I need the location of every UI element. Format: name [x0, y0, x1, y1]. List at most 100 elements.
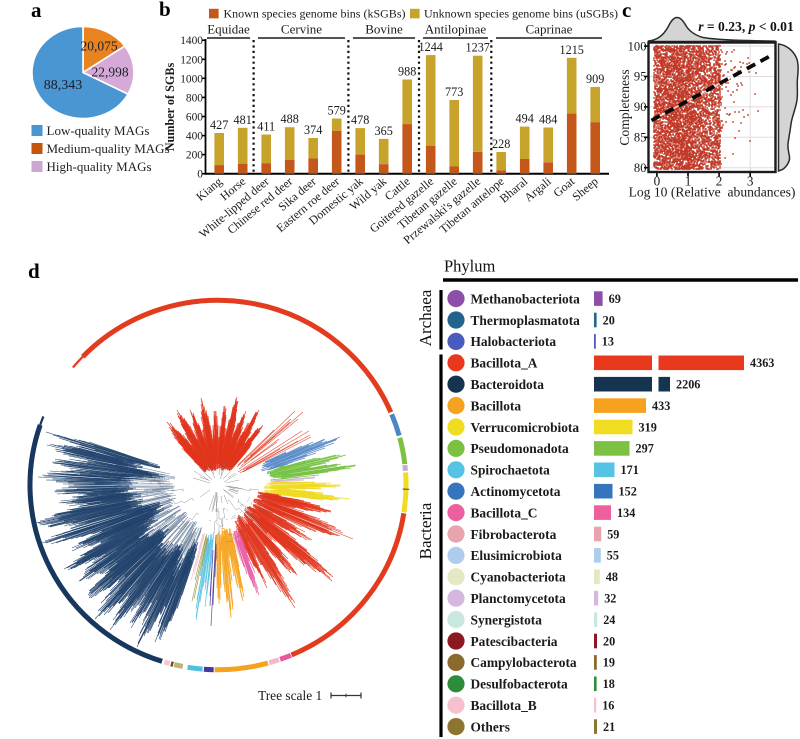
svg-text:Log 10 (Relative abundances): Log 10 (Relative abundances) [629, 185, 796, 201]
svg-text:Phylum: Phylum [444, 257, 496, 276]
svg-text:Antilopinae: Antilopinae [425, 22, 487, 37]
svg-text:800: 800 [186, 92, 203, 104]
svg-text:228: 228 [492, 137, 510, 151]
svg-text:3: 3 [747, 174, 754, 189]
svg-text:r = 0.23, p < 0.01: r = 0.23, p < 0.01 [698, 19, 794, 34]
svg-text:427: 427 [210, 118, 228, 132]
svg-text:32: 32 [604, 592, 616, 606]
svg-text:b: b [159, 0, 171, 21]
svg-text:2: 2 [716, 174, 723, 189]
svg-text:171: 171 [621, 463, 639, 477]
svg-text:478: 478 [351, 113, 369, 127]
svg-text:Spirochaetota: Spirochaetota [471, 463, 551, 478]
svg-text:1400: 1400 [180, 35, 203, 47]
svg-text:Patescibacteria: Patescibacteria [471, 634, 558, 649]
svg-text:20,075: 20,075 [80, 39, 117, 54]
svg-text:13: 13 [602, 335, 614, 349]
svg-text:100: 100 [628, 39, 647, 53]
svg-text:Verrucomicrobiota: Verrucomicrobiota [471, 420, 580, 435]
svg-text:Bacillota_A: Bacillota_A [471, 356, 538, 371]
svg-text:24: 24 [603, 613, 615, 627]
svg-text:Thermoplasmatota: Thermoplasmatota [471, 313, 581, 328]
svg-text:Bacillota: Bacillota [471, 398, 522, 413]
svg-text:Halobacteriota: Halobacteriota [471, 334, 557, 349]
svg-text:Fibrobacterota: Fibrobacterota [471, 527, 557, 542]
svg-text:95: 95 [634, 70, 647, 84]
svg-text:200: 200 [186, 150, 203, 162]
svg-text:297: 297 [636, 442, 654, 456]
svg-text:374: 374 [304, 123, 322, 137]
svg-text:600: 600 [186, 112, 203, 124]
svg-text:Known species genome bins (kSG: Known species genome bins (kSGBs) [224, 6, 406, 20]
svg-text:Elusimicrobiota: Elusimicrobiota [471, 548, 563, 563]
svg-text:Actinomycetota: Actinomycetota [471, 484, 561, 499]
svg-text:488: 488 [281, 112, 299, 126]
svg-text:0: 0 [197, 169, 203, 181]
svg-text:Tree scale 1: Tree scale 1 [258, 688, 322, 703]
svg-text:48: 48 [606, 570, 618, 584]
svg-text:Bacillota_C: Bacillota_C [471, 505, 538, 520]
svg-text:85: 85 [634, 131, 647, 145]
svg-text:433: 433 [652, 399, 670, 413]
svg-text:20: 20 [603, 313, 615, 327]
svg-text:411: 411 [257, 120, 275, 134]
svg-text:69: 69 [609, 292, 621, 306]
svg-text:Planctomycetota: Planctomycetota [471, 591, 566, 606]
svg-text:22,998: 22,998 [91, 65, 128, 80]
svg-text:Caprinae: Caprinae [526, 22, 573, 37]
svg-text:55: 55 [607, 549, 619, 563]
svg-text:19: 19 [603, 656, 615, 670]
svg-text:Cyanobacteriota: Cyanobacteriota [471, 570, 567, 585]
svg-text:16: 16 [602, 699, 614, 713]
svg-text:Bovine: Bovine [365, 22, 403, 37]
svg-text:c: c [622, 0, 631, 22]
svg-text:High-quality MAGs: High-quality MAGs [47, 159, 152, 174]
svg-text:1215: 1215 [560, 43, 584, 57]
svg-text:Desulfobacterota: Desulfobacterota [471, 677, 568, 692]
svg-text:1200: 1200 [180, 54, 203, 66]
svg-text:0: 0 [654, 174, 661, 189]
svg-text:773: 773 [445, 85, 463, 99]
svg-text:152: 152 [619, 485, 637, 499]
svg-text:319: 319 [639, 420, 657, 434]
svg-text:Synergistota: Synergistota [471, 612, 543, 627]
svg-text:Bacillota_B: Bacillota_B [471, 698, 537, 713]
svg-text:Low-quality MAGs: Low-quality MAGs [47, 123, 150, 138]
svg-text:a: a [31, 0, 42, 22]
svg-text:90: 90 [634, 100, 647, 114]
svg-text:400: 400 [186, 131, 203, 143]
svg-text:Unknown species genome bins (u: Unknown species genome bins (uSGBs) [424, 6, 618, 20]
svg-text:21: 21 [603, 720, 615, 734]
svg-text:Campylobacterota: Campylobacterota [471, 655, 577, 670]
svg-text:Methanobacteriota: Methanobacteriota [471, 291, 581, 306]
svg-text:88,343: 88,343 [44, 78, 83, 93]
svg-text:Pseudomonadota: Pseudomonadota [471, 441, 570, 456]
svg-text:494: 494 [516, 112, 534, 126]
svg-text:1: 1 [685, 174, 692, 189]
svg-text:484: 484 [539, 113, 557, 127]
svg-text:1000: 1000 [180, 73, 203, 85]
svg-text:20: 20 [603, 634, 615, 648]
svg-text:18: 18 [603, 677, 615, 691]
svg-text:134: 134 [617, 506, 635, 520]
svg-text:Medium-quality MAGs: Medium-quality MAGs [47, 141, 170, 156]
svg-text:80: 80 [634, 161, 647, 175]
svg-text:59: 59 [607, 527, 619, 541]
svg-text:Cervine: Cervine [281, 22, 322, 37]
svg-text:Others: Others [471, 719, 510, 734]
svg-text:988: 988 [398, 65, 416, 79]
svg-text:Bacteroidota: Bacteroidota [471, 377, 545, 392]
svg-text:1237: 1237 [466, 41, 490, 55]
svg-text:579: 579 [328, 104, 346, 118]
svg-text:909: 909 [586, 72, 604, 86]
svg-text:Equidae: Equidae [207, 22, 250, 37]
svg-text:d: d [28, 259, 40, 283]
svg-text:365: 365 [375, 124, 393, 138]
svg-text:481: 481 [234, 113, 252, 127]
svg-text:Completeness: Completeness [617, 69, 632, 145]
svg-text:2206: 2206 [676, 378, 700, 392]
svg-text:1244: 1244 [419, 40, 443, 54]
svg-text:Archaea: Archaea [416, 289, 435, 346]
svg-text:4363: 4363 [750, 356, 774, 370]
svg-text:Bacteria: Bacteria [416, 502, 435, 559]
